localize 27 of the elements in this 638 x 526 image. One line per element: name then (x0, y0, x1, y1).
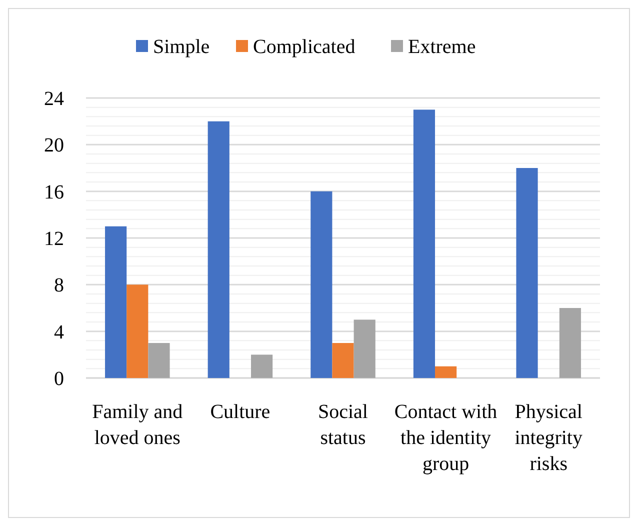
bar (126, 284, 148, 378)
bar (516, 168, 538, 378)
bar (413, 110, 436, 378)
y-tick-label: 4 (54, 321, 64, 344)
bar (332, 343, 354, 378)
x-tick-label: Physical integrity risks (514, 401, 583, 475)
bar (208, 121, 230, 378)
bar (310, 191, 332, 378)
legend-label: Complicated (253, 36, 356, 58)
bar (250, 354, 273, 378)
bar (148, 343, 170, 378)
y-tick-label: 12 (44, 228, 64, 250)
x-tick-label: Culture (210, 401, 270, 423)
bar (354, 320, 376, 378)
y-tick-label: 24 (44, 88, 64, 110)
y-tick-label: 0 (54, 368, 64, 390)
legend-label: Simple (153, 36, 210, 58)
y-tick-label: 16 (44, 181, 64, 204)
x-tick-label: Family and loved ones (92, 401, 183, 449)
y-tick-label: 20 (44, 134, 64, 157)
y-tick-label: 8 (54, 274, 64, 297)
bar (435, 366, 457, 378)
legend-label: Extreme (408, 36, 476, 58)
x-tick-label: Social status (318, 401, 368, 449)
bar (559, 308, 581, 378)
bar (105, 226, 127, 378)
x-tick-label: Contact with the identity group (394, 401, 498, 475)
